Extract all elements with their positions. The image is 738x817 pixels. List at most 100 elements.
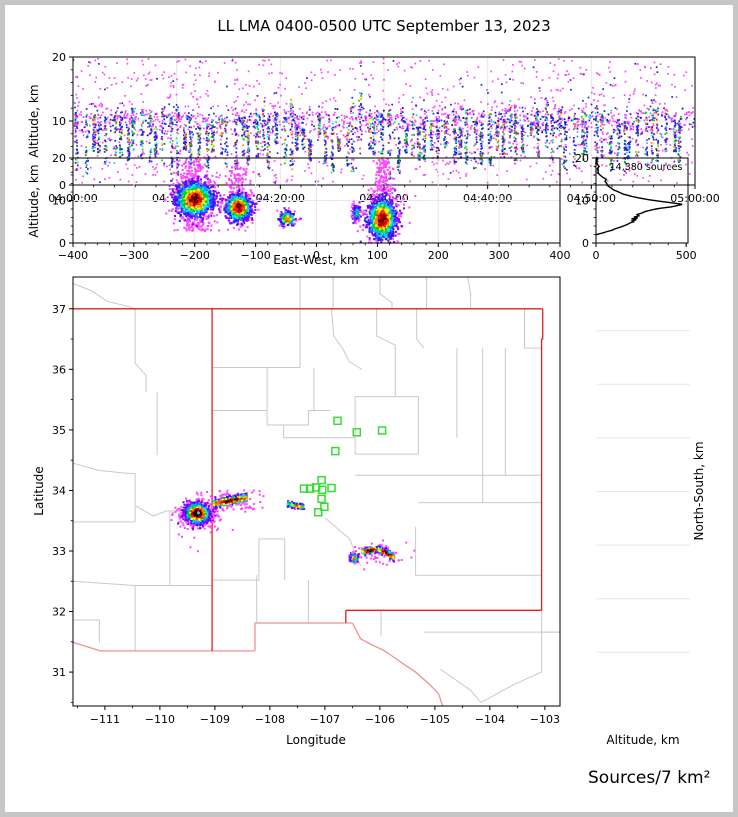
source-point bbox=[104, 125, 107, 127]
source-point bbox=[224, 148, 227, 151]
source-point bbox=[636, 126, 639, 129]
source-point bbox=[469, 108, 471, 111]
source-point bbox=[86, 114, 88, 116]
source-point bbox=[176, 124, 178, 127]
source-point bbox=[474, 123, 476, 126]
source-point bbox=[207, 166, 210, 169]
source-point bbox=[466, 146, 469, 149]
source-point bbox=[503, 133, 505, 135]
source-point bbox=[520, 61, 522, 63]
source-point bbox=[568, 153, 571, 155]
source-point bbox=[76, 122, 79, 125]
source-point bbox=[439, 74, 442, 77]
source-point bbox=[212, 135, 214, 138]
source-point bbox=[442, 173, 445, 175]
source-point bbox=[680, 129, 683, 131]
source-point bbox=[349, 117, 351, 120]
source-point bbox=[114, 120, 117, 123]
source-point bbox=[436, 148, 439, 151]
source-point bbox=[441, 107, 444, 110]
source-point bbox=[258, 114, 261, 116]
source-point bbox=[504, 107, 507, 110]
source-point bbox=[495, 105, 498, 108]
source-point bbox=[361, 109, 363, 111]
source-point bbox=[673, 160, 676, 163]
source-point bbox=[691, 126, 694, 128]
source-point bbox=[208, 157, 211, 160]
source-point bbox=[150, 131, 153, 134]
source-point bbox=[154, 138, 157, 141]
source-point bbox=[370, 116, 373, 119]
source-point bbox=[431, 144, 434, 146]
source-point bbox=[430, 123, 432, 126]
source-point bbox=[240, 119, 243, 122]
source-point bbox=[153, 136, 156, 139]
source-point bbox=[410, 152, 412, 155]
source-point bbox=[644, 153, 647, 155]
source-point bbox=[236, 165, 238, 168]
source-point bbox=[444, 122, 447, 124]
source-point bbox=[573, 118, 576, 120]
source-point bbox=[571, 108, 573, 110]
source-point bbox=[346, 139, 349, 142]
source-point bbox=[453, 160, 456, 163]
source-point bbox=[645, 111, 647, 114]
source-point bbox=[214, 155, 217, 158]
source-point bbox=[126, 158, 129, 161]
source-point bbox=[236, 114, 238, 117]
source-point bbox=[506, 153, 508, 155]
source-point bbox=[235, 141, 238, 144]
source-point bbox=[626, 121, 629, 123]
source-point bbox=[519, 114, 521, 117]
source-point bbox=[452, 110, 455, 113]
source-point bbox=[594, 148, 597, 150]
source-point bbox=[524, 107, 526, 110]
source-point bbox=[241, 117, 243, 120]
source-point bbox=[155, 135, 158, 138]
source-point bbox=[172, 123, 174, 126]
source-point bbox=[506, 125, 509, 128]
source-point bbox=[435, 162, 438, 165]
source-point bbox=[460, 139, 463, 142]
source-point bbox=[530, 123, 533, 125]
source-point bbox=[432, 123, 434, 125]
source-point bbox=[197, 142, 200, 144]
source-point bbox=[86, 172, 89, 175]
source-point bbox=[504, 74, 507, 76]
source-point bbox=[466, 132, 469, 134]
source-point bbox=[296, 136, 299, 138]
source-point bbox=[185, 147, 187, 149]
source-point bbox=[189, 118, 192, 120]
source-point bbox=[119, 125, 121, 128]
source-point bbox=[128, 151, 131, 154]
source-point bbox=[330, 164, 333, 167]
source-point bbox=[168, 76, 170, 78]
source-point bbox=[397, 65, 400, 68]
source-point bbox=[75, 179, 77, 181]
source-point bbox=[555, 181, 558, 183]
source-point bbox=[649, 129, 652, 131]
source-point bbox=[497, 125, 500, 127]
source-point bbox=[667, 72, 669, 75]
source-point bbox=[447, 122, 449, 125]
source-point bbox=[635, 141, 638, 144]
source-point bbox=[624, 158, 627, 160]
source-point bbox=[154, 131, 157, 133]
source-point bbox=[161, 142, 164, 145]
source-point bbox=[318, 161, 321, 163]
source-point bbox=[211, 125, 214, 128]
source-point bbox=[603, 95, 605, 97]
source-point bbox=[510, 117, 512, 120]
source-point bbox=[680, 126, 683, 128]
source-point bbox=[75, 114, 78, 117]
source-point bbox=[516, 109, 519, 112]
source-point bbox=[177, 174, 180, 176]
source-point bbox=[400, 115, 402, 117]
source-point bbox=[395, 143, 397, 146]
source-point bbox=[185, 145, 187, 148]
source-point bbox=[360, 114, 363, 116]
source-point bbox=[576, 118, 579, 120]
source-point bbox=[168, 97, 170, 99]
source-point bbox=[426, 115, 428, 118]
source-point bbox=[638, 109, 640, 111]
